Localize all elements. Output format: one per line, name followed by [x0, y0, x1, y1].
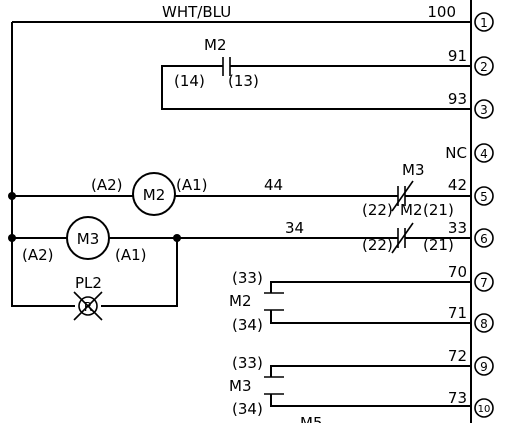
m2-contact-left-pin: (14) — [174, 72, 205, 90]
m3-nc-right-pin: (21) — [423, 201, 454, 219]
terminal-circle-5 — [474, 186, 494, 206]
terminal-circle-6 — [474, 228, 494, 248]
terminal-5: 5 — [474, 186, 494, 206]
m3-nc-left-pin: (22) — [362, 201, 393, 219]
terminal-circle-8 — [474, 313, 494, 333]
pilot-light-symbol: R — [84, 300, 92, 314]
m2-contact-name: M2 — [204, 36, 227, 54]
wire-number-9: 72 — [448, 347, 467, 365]
terminal-9: 9 — [474, 356, 494, 376]
wire-number-2: 91 — [448, 47, 467, 65]
terminal-circle-2 — [474, 56, 494, 76]
coil-m2-left-pin: (A2) — [91, 176, 123, 194]
terminal-number-3: 3 — [480, 103, 488, 117]
terminal-10: 10 — [474, 398, 494, 418]
terminal-7: 7 — [474, 272, 494, 292]
terminal-number-4: 4 — [480, 147, 488, 161]
terminal-number-6: 6 — [480, 232, 488, 246]
wire-number-8: 71 — [448, 304, 467, 322]
pilot-light-wire — [11, 238, 75, 307]
coil-m2 — [132, 172, 176, 216]
wire-number-4: NC — [445, 144, 467, 162]
terminal-number-1: 1 — [480, 16, 488, 30]
coil-m3-name: M3 — [77, 230, 100, 248]
pilot-light-name: PL2 — [75, 274, 102, 292]
m2-nc-right-pin: (21) — [423, 236, 454, 254]
m3-nc-diagonal — [391, 180, 414, 212]
terminal-4: 4 — [474, 143, 494, 163]
m3-no-top-wire — [270, 365, 471, 377]
wire-number-3: 93 — [448, 90, 467, 108]
wire-number-6: 33 — [448, 219, 467, 237]
pilot-light-return-wire — [101, 238, 178, 307]
m3-no-bottom-pin: (34) — [232, 400, 263, 418]
terminal-3: 3 — [474, 99, 494, 119]
coil-m3-left-pin: (A2) — [22, 246, 54, 264]
terminal-circle-1 — [474, 12, 494, 32]
terminal-6: 6 — [474, 228, 494, 248]
coil-m3-right-pin: (A1) — [115, 246, 147, 264]
m3-nc-name: M3 — [402, 161, 425, 179]
terminal-1: 1 — [474, 12, 494, 32]
m3-no-top-pin: (33) — [232, 354, 263, 372]
terminal-number-8: 8 — [480, 317, 488, 331]
terminal-2: 2 — [474, 56, 494, 76]
terminal-circle-9 — [474, 356, 494, 376]
wire-number-5: 42 — [448, 176, 467, 194]
terminal-circle-3 — [474, 99, 494, 119]
m2-contact-left-wire — [161, 65, 471, 110]
m3-no-bottom-wire — [270, 394, 471, 407]
terminal-number-5: 5 — [480, 190, 488, 204]
pilot-light-ray-2 — [73, 291, 103, 321]
coil-m2-right-pin: (A1) — [176, 176, 208, 194]
terminal-circle-4 — [474, 143, 494, 163]
coil-m2-wire-number: 44 — [264, 176, 283, 194]
m3-no-name: M3 — [229, 377, 252, 395]
terminal-number-2: 2 — [480, 60, 488, 74]
wire-number-1: 100 — [427, 3, 456, 21]
wire-color-label: WHT/BLU — [162, 3, 231, 21]
coil-m3-wire-number: 34 — [285, 219, 304, 237]
m2-nc-left-pin: (22) — [362, 236, 393, 254]
m2-no-bottom-wire — [270, 310, 471, 324]
wire-number-10: 73 — [448, 389, 467, 407]
coil-m2-name: M2 — [143, 186, 166, 204]
wire-number-7: 70 — [448, 263, 467, 281]
m2-no-top-wire — [270, 281, 471, 293]
pilot-light — [78, 296, 98, 316]
m2-no-top-pin: (33) — [232, 269, 263, 287]
m2-nc-name: M2 — [400, 201, 423, 219]
m2-contact-right-pin: (13) — [228, 72, 259, 90]
m2-no-name: M2 — [229, 292, 252, 310]
terminal-number-7: 7 — [480, 276, 488, 290]
partial-label: M5 — [300, 414, 323, 423]
terminal-number-9: 9 — [480, 360, 488, 374]
terminal-circle-7 — [474, 272, 494, 292]
terminal-circle-10 — [474, 398, 494, 418]
terminal-8: 8 — [474, 313, 494, 333]
terminal-number-10: 10 — [478, 404, 491, 415]
m2-no-bottom-pin: (34) — [232, 316, 263, 334]
m2-nc-diagonal — [391, 222, 414, 254]
